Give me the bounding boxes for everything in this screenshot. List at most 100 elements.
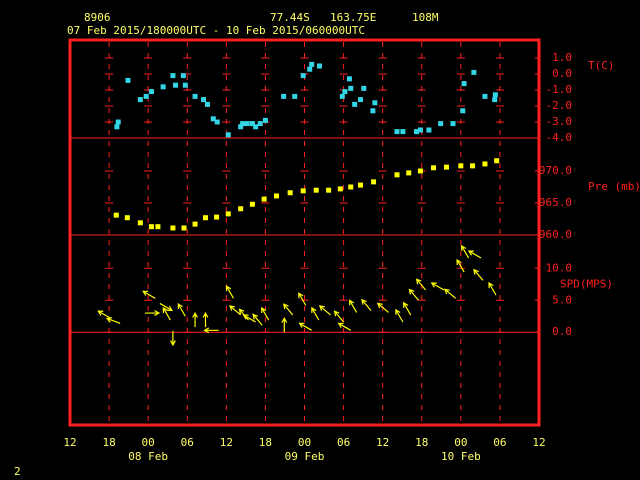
x-tick-label: 12 — [220, 436, 233, 449]
point — [214, 119, 220, 125]
point — [372, 100, 378, 106]
wind-arrow — [333, 310, 345, 323]
point — [438, 121, 444, 127]
point — [113, 212, 119, 218]
y-tick-label: 965.0 — [539, 196, 572, 209]
wind-arrow — [456, 258, 465, 273]
point — [450, 121, 456, 127]
point — [160, 84, 166, 90]
point — [316, 63, 322, 69]
point — [182, 82, 188, 88]
wind-arrow — [203, 327, 219, 334]
wind-arrow — [461, 244, 470, 259]
point — [400, 129, 406, 135]
point — [273, 193, 279, 199]
point — [204, 101, 210, 107]
point — [287, 190, 293, 196]
point — [300, 188, 306, 194]
point — [394, 129, 400, 135]
period: 07 Feb 2015/180000UTC - 10 Feb 2015/0600… — [67, 24, 365, 37]
wind-arrow — [252, 313, 263, 326]
x-tick-label: 12 — [376, 436, 389, 449]
point — [492, 97, 498, 103]
point — [337, 186, 343, 192]
point — [125, 77, 131, 83]
y-tick-label: 0.0 — [552, 67, 572, 80]
wind-arrow — [443, 288, 457, 299]
point — [148, 224, 154, 230]
wind-arrow — [395, 308, 404, 323]
point — [370, 108, 376, 114]
point — [253, 124, 259, 130]
point — [201, 97, 207, 103]
point — [170, 225, 176, 231]
x-tick-label: 12 — [63, 436, 76, 449]
page-number: 2 — [14, 465, 21, 478]
point — [137, 220, 143, 226]
point — [458, 163, 464, 169]
point — [202, 215, 208, 221]
point — [461, 81, 467, 87]
wind-arrow — [105, 317, 121, 324]
wind-arrow — [225, 285, 235, 299]
y-tick-label: 960.0 — [539, 228, 572, 241]
x-tick-label: 06 — [493, 436, 506, 449]
point — [471, 69, 477, 75]
point — [238, 206, 244, 212]
point — [406, 170, 412, 176]
point — [240, 121, 246, 127]
point — [170, 73, 176, 79]
wind-arrow — [281, 316, 288, 333]
wind-arrow — [192, 311, 198, 328]
x-tick-label: 18 — [259, 436, 272, 449]
wind-arrow — [228, 305, 242, 316]
wind-arrow — [408, 288, 419, 301]
x-tick-label: 00 — [298, 436, 311, 449]
point — [470, 163, 476, 169]
point — [358, 97, 364, 103]
point — [115, 119, 121, 125]
point — [426, 127, 432, 133]
y-tick-label: 970.0 — [539, 164, 572, 177]
wind-arrow — [169, 330, 176, 347]
y-tick-label: 0.0 — [552, 325, 572, 338]
point — [326, 187, 332, 193]
wind-arrow — [202, 311, 209, 328]
point — [300, 73, 306, 79]
point — [148, 89, 154, 95]
wind-arrow — [348, 299, 358, 313]
point — [192, 221, 198, 227]
point — [339, 93, 345, 99]
y-axis-label: T(C) — [588, 59, 615, 72]
y-axis-label: SPD(MPS) — [560, 277, 613, 290]
wind-arrow — [261, 306, 270, 321]
y-tick-label: 5.0 — [552, 293, 572, 306]
day-label: 09 Feb — [285, 450, 325, 463]
day-label: 08 Feb — [128, 450, 168, 463]
point — [292, 93, 298, 99]
point — [238, 124, 244, 130]
wind-arrow — [142, 290, 156, 299]
point — [361, 85, 367, 91]
point — [358, 182, 364, 188]
y-tick-label: 1.0 — [552, 51, 572, 64]
point — [155, 224, 161, 230]
point — [261, 196, 267, 202]
point — [309, 61, 315, 67]
point — [214, 214, 220, 220]
point — [417, 168, 423, 174]
wind-arrow — [298, 292, 307, 306]
y-tick-label: 10.0 — [546, 261, 573, 274]
elevation: 108M — [412, 11, 439, 24]
point — [482, 161, 488, 167]
wind-arrow — [162, 306, 171, 321]
y-tick-label: -2.0 — [546, 99, 573, 112]
point — [180, 73, 186, 79]
wind-arrow — [467, 250, 482, 259]
point — [394, 172, 400, 178]
point — [225, 132, 231, 138]
wind-arrow — [298, 322, 312, 331]
point — [417, 127, 423, 133]
wind-arrow — [177, 303, 186, 317]
point — [414, 129, 420, 135]
